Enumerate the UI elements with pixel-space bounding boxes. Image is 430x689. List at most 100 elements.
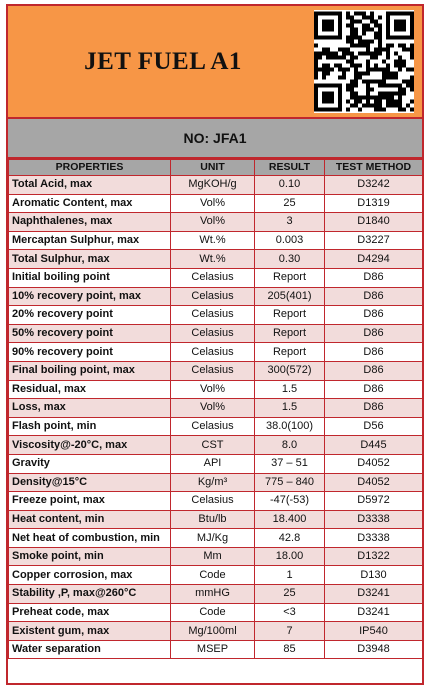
method-cell: D3241 [324,584,423,604]
table-row: Smoke point, min Mm 18.00 D1322 [8,546,423,567]
product-number: NO: JFA1 [8,119,422,159]
result-cell: 0.10 [254,175,325,195]
result-cell: 7 [254,621,325,641]
table-row: 20% recovery point Celasius Report D86 [8,305,423,325]
result-cell: 25 [254,193,325,214]
method-cell: D86 [324,360,423,381]
property-cell: Preheat code, max [8,602,171,623]
property-cell: Stability ,P, max@260°C [8,584,171,604]
table-row: Heat content, min Btu/lb 18.400 D3338 [8,509,423,530]
result-cell: 8.0 [254,435,325,455]
property-cell: 10% recovery point, max [8,286,171,307]
property-cell: Existent gum, max [8,621,171,641]
method-cell: D4294 [324,249,423,269]
method-cell: D130 [324,565,423,586]
property-cell: Loss, max [8,398,171,418]
column-header-properties: PROPERTIES [8,159,171,176]
unit-cell: mmHG [170,584,255,604]
unit-cell: Wt.% [170,230,255,251]
method-cell: IP540 [324,621,423,641]
table-row: Copper corrosion, max Code 1 D130 [8,565,423,586]
method-cell: D4052 [324,472,423,493]
property-cell: Smoke point, min [8,546,171,567]
property-cell: Naphthalenes, max [8,212,171,232]
unit-cell: Vol% [170,193,255,214]
result-cell: 3 [254,212,325,232]
method-cell: D3338 [324,528,423,548]
result-cell: 205(401) [254,286,325,307]
result-cell: Report [254,342,325,362]
table-row: Aromatic Content, max Vol% 25 D1319 [8,193,423,214]
method-cell: D5972 [324,491,423,511]
property-cell: Heat content, min [8,509,171,530]
column-header-test-method: TEST METHOD [324,159,423,176]
table-row: 90% recovery point Celasius Report D86 [8,342,423,362]
property-cell: Net heat of combustion, min [8,528,171,548]
property-cell: Density@15°C [8,472,171,493]
unit-cell: CST [170,435,255,455]
table-row: 10% recovery point, max Celasius 205(401) D… [8,286,423,307]
unit-cell: Vol% [170,398,255,418]
unit-cell: MSEP [170,639,255,660]
property-cell: Residual, max [8,379,171,400]
table-row: Flash point, min Celasius 38.0(100) D56 [8,416,423,437]
table-row: Density@15°C Kg/m³ 775 – 840 D4052 [8,472,423,493]
table-row: Water separation MSEP 85 D3948 [8,639,423,660]
table-row: Net heat of combustion, min MJ/Kg 42.8 D333… [8,528,423,548]
result-cell: 18.00 [254,546,325,567]
method-cell: D86 [324,342,423,362]
unit-cell: Kg/m³ [170,472,255,493]
table-row: Preheat code, max Code <3 D3241 [8,602,423,623]
property-cell: Final boiling point, max [8,360,171,381]
method-cell: D3241 [324,602,423,623]
result-cell: 85 [254,639,325,660]
table-row: Stability ,P, max@260°C mmHG 25 D3241 [8,584,423,604]
unit-cell: Vol% [170,379,255,400]
result-cell: 38.0(100) [254,416,325,437]
result-cell: 25 [254,584,325,604]
result-cell: 0.30 [254,249,325,269]
property-cell: 20% recovery point [8,305,171,325]
unit-cell: Celasius [170,491,255,511]
column-header-unit: UNIT [170,159,255,176]
table-row: Loss, max Vol% 1.5 D86 [8,398,423,418]
unit-cell: Mm [170,546,255,567]
result-cell: 42.8 [254,528,325,548]
unit-cell: Celasius [170,305,255,325]
spec-sheet: JET FUEL A1 NO: JFA1 PROPERTIES UNIT RES… [6,4,424,685]
result-cell: Report [254,305,325,325]
result-cell: Report [254,323,325,344]
unit-cell: Celasius [170,267,255,288]
result-cell: Report [254,267,325,288]
table-row: Gravity API 37 – 51 D4052 [8,453,423,474]
property-cell: 50% recovery point [8,323,171,344]
property-cell: Total Sulphur, max [8,249,171,269]
unit-cell: Celasius [170,416,255,437]
unit-cell: Wt.% [170,249,255,269]
method-cell: D3948 [324,639,423,660]
table-row: 50% recovery point Celasius Report D86 [8,323,423,344]
method-cell: D3227 [324,230,423,251]
unit-cell: API [170,453,255,474]
property-cell: Freeze point, max [8,491,171,511]
method-cell: D445 [324,435,423,455]
unit-cell: Celasius [170,323,255,344]
qr-code-icon [314,10,414,113]
unit-cell: Celasius [170,360,255,381]
unit-cell: Vol% [170,212,255,232]
property-cell: 90% recovery point [8,342,171,362]
header-banner: JET FUEL A1 [8,6,422,119]
unit-cell: Code [170,602,255,623]
property-cell: Flash point, min [8,416,171,437]
property-cell: Total Acid, max [8,175,171,195]
table-row: Total Sulphur, max Wt.% 0.30 D4294 [8,249,423,269]
property-cell: Mercaptan Sulphur, max [8,230,171,251]
unit-cell: Code [170,565,255,586]
column-header-result: RESULT [254,159,325,176]
property-cell: Gravity [8,453,171,474]
document-title: JET FUEL A1 [84,47,242,75]
method-cell: D3242 [324,175,423,195]
property-cell: Viscosity@-20°C, max [8,435,171,455]
unit-cell: Celasius [170,286,255,307]
result-cell: 1.5 [254,379,325,400]
